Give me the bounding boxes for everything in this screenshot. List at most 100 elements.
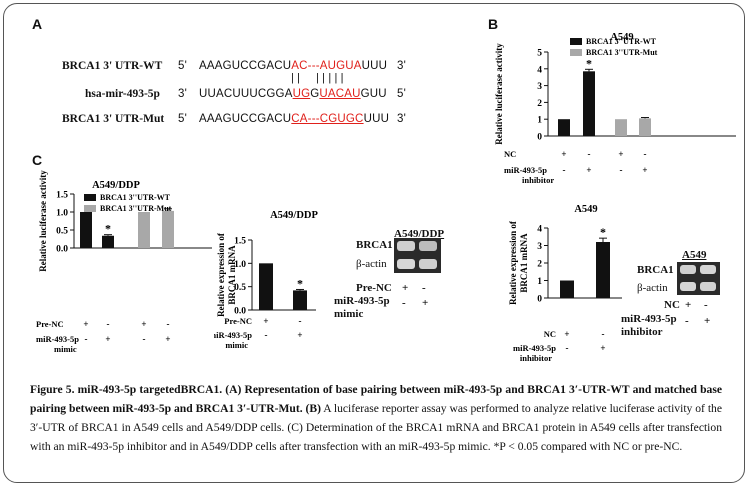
chart-b-legend-label-1: BRCA1 3''UTR-Mut — [586, 48, 658, 57]
chart-c3-ytick-label-3: 3 — [537, 242, 542, 252]
wt-seq-post: UUU — [361, 60, 388, 72]
chart-c3-row-label-1-line2: inhibitor — [520, 353, 552, 363]
wt-seq-pre: AAAGUCCGACU — [199, 60, 292, 72]
chart-c-a549-mrna: A549 0 1 2 3 4 Relative expression of BRCA1 mRN… — [508, 204, 622, 363]
chart-c1-ytick-label-1: 0.5 — [56, 227, 68, 237]
chart-b-ytick-label-4: 4 — [537, 65, 542, 75]
mir-label: hsa-mir-493-5p — [85, 88, 160, 100]
chart-c2-ytick-label-1: 0.5 — [234, 283, 246, 293]
chart-b-ytick-label-5: 5 — [537, 49, 542, 59]
mir-seq-site2: UACAU — [319, 88, 361, 100]
chart-b-row-label-1-line1: miR-493-5p — [504, 165, 547, 175]
chart-c1-row-label-0: Pre-NC — [36, 319, 64, 329]
blot-a549-cond1: NC — [664, 299, 680, 311]
blot-ddp-sign-1a: + — [402, 282, 409, 294]
chart-b-bar-1 — [583, 71, 595, 136]
chart-c1-bar-1 — [102, 235, 114, 248]
chart-c3-row-1-sign-1: + — [600, 343, 605, 353]
chart-b-row-label-0: NC — [504, 149, 516, 159]
blot-a549-row-brca1: BRCA1 — [637, 264, 674, 276]
chart-c1-row-label-1-line1: miR-493-5p — [36, 334, 79, 344]
blot-ddp-cond2: miR-493-5p mimic — [334, 295, 390, 320]
panel-label-b: B — [488, 16, 499, 32]
mir-seq-mid: G — [310, 88, 320, 100]
chart-c1-sig-1: * — [105, 222, 111, 236]
chart-c1-bar-3 — [162, 210, 174, 248]
chart-b-legend-label-0: BRCA1 3''UTR-WT — [586, 37, 657, 46]
chart-c1-ytick-label-3: 1.5 — [56, 191, 68, 201]
chart-c3-row-label-0: NC — [544, 329, 556, 339]
blot-a549-title: A549 — [682, 249, 707, 261]
chart-c3-ytick-label-0: 0 — [537, 295, 542, 305]
chart-c-ddp-luciferase: A549/DDP 0.0 0.5 1.0 1.5 Relative luciferase … — [36, 170, 212, 354]
caption-text: A luciferase reporter assay was performe… — [30, 402, 722, 453]
chart-c1-legend-label-1: BRCA1 3''UTR-Mut — [100, 204, 172, 213]
caption-bold: Figure 5. miR-493-5p targetedBRCA1. (A) … — [30, 383, 722, 415]
chart-c3-row-0-sign-0: + — [564, 329, 569, 339]
chart-b-row-1-sign-1: + — [586, 165, 591, 175]
chart-c2-bar-0 — [259, 263, 273, 310]
mut-sequence: AAAGUCCGACUCA---CGUGCUUU — [199, 113, 389, 125]
chart-b-row-1-sign-3: + — [642, 165, 647, 175]
chart-c2-bar-1 — [293, 290, 307, 310]
chart-c3-bar-1 — [596, 242, 610, 298]
chart-c2-ylabel-line1: Relative expression of — [216, 232, 226, 317]
chart-c3-sig-1: * — [600, 225, 606, 239]
chart-c2-row-label-1-line2: mimic — [225, 340, 248, 350]
chart-c3-ylabel-line1: Relative expression of — [508, 220, 518, 305]
chart-b-row-label-1-line2: inhibitor — [522, 175, 554, 185]
base-pair-bonds: || ||||| — [291, 72, 347, 84]
chart-b-ytick-label-3: 3 — [537, 82, 542, 92]
mir-seq-post: GUU — [360, 88, 387, 100]
blot-a549-sign-1a: + — [685, 299, 692, 311]
wt-seq-site: AC---AUGUA — [291, 60, 362, 72]
chart-c3-row-label-1: miR-493-5p inhibitor — [513, 343, 556, 363]
chart-c2-ytick-label-2: 1.0 — [234, 260, 246, 270]
chart-b-ylabel: Relative luciferase activity — [494, 43, 504, 145]
blot-ddp-sign-2b: + — [422, 297, 429, 309]
chart-c2-row-label-1-line1: miR-493-5p — [214, 330, 252, 340]
mut-five-prime: 5' — [178, 113, 187, 125]
chart-b-row-label-1: miR-493-5p inhibitor — [504, 165, 554, 185]
mir-seq-pre: UUACUUUCGGA — [199, 88, 293, 100]
wt-five-prime: 5' — [178, 60, 187, 72]
chart-b-row-0-sign-0: + — [561, 149, 566, 159]
chart-c1-row-label-1: miR-493-5p mimic — [36, 334, 79, 354]
chart-b-ytick-label-2: 2 — [537, 99, 542, 109]
panel-label-c: C — [32, 152, 43, 168]
chart-c1-bar-2 — [138, 212, 150, 248]
chart-c1-ytick-label-0: 0.0 — [56, 245, 68, 255]
figure-caption: Figure 5. miR-493-5p targetedBRCA1. (A) … — [30, 380, 722, 456]
wt-label: BRCA1 3' UTR-WT — [62, 60, 163, 72]
chart-b-row-1-sign-0: - — [563, 165, 566, 175]
chart-c1-bar-0 — [80, 212, 92, 248]
chart-c1-legend-swatch-1 — [84, 205, 96, 212]
blot-ddp-title: A549/DDP — [394, 228, 445, 240]
chart-c1-row-1-sign-1: + — [105, 334, 110, 344]
chart-c1-title: A549/DDP — [92, 180, 140, 191]
chart-b-title: A549 — [610, 32, 633, 43]
wt-sequence: AAAGUCCGACUAC---AUGUAUUU — [199, 60, 387, 72]
blot-a549-image — [677, 262, 720, 295]
mir-sequence: UUACUUUCGGAUGGUACAUGUU — [199, 88, 387, 100]
chart-c1-row-label-1-line2: mimic — [54, 344, 77, 354]
chart-b-legend-swatch-0 — [570, 38, 582, 45]
figure-frame — [3, 3, 745, 483]
chart-c3-row-1-sign-0: - — [566, 343, 569, 353]
chart-c3-ytick-label-2: 2 — [537, 260, 542, 270]
chart-c1-ytick-label-2: 1.0 — [56, 209, 68, 219]
chart-c2-ylabel-line2: BRCA1 mRNA — [227, 245, 237, 305]
chart-b-row-0-sign-3: - — [644, 149, 647, 159]
blot-ddp-cond1: Pre-NC — [356, 282, 392, 294]
blot-a549-cond2: miR-493-5p inhibitor — [621, 313, 677, 338]
mut-seq-post: UUU — [363, 113, 390, 125]
chart-c1-row-1-sign-3: + — [165, 334, 170, 344]
blot-a549-sign-2b: + — [704, 315, 711, 327]
mut-label: BRCA1 3' UTR-Mut — [62, 113, 165, 125]
chart-c3-row-label-1-line1: miR-493-5p — [513, 343, 556, 353]
mir-five-prime: 5' — [397, 88, 406, 100]
chart-c2-row-0-sign-0: + — [263, 316, 268, 326]
chart-c2-title: A549/DDP — [270, 210, 318, 221]
chart-b-bar-2 — [615, 119, 627, 136]
